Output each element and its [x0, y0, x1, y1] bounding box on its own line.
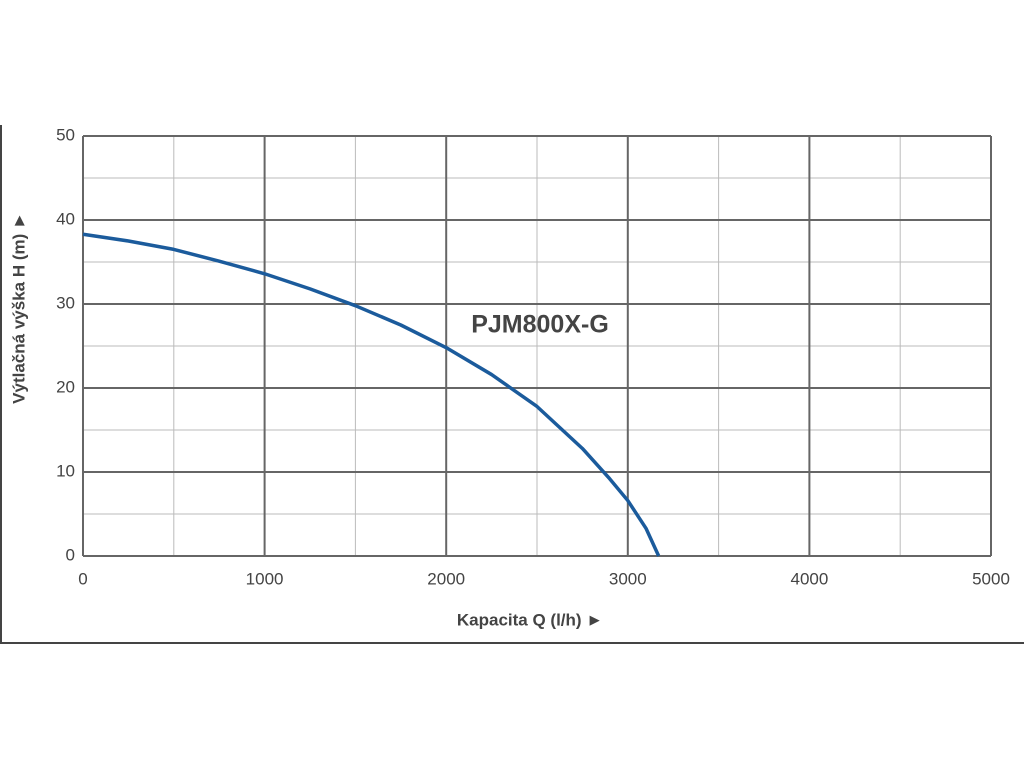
y-tick-label: 30 — [56, 293, 75, 312]
x-axis-label: Kapacita Q (l/h) ► — [457, 610, 603, 629]
annotation: PJM800X-G — [471, 311, 609, 339]
x-tick-label: 5000 — [972, 569, 1010, 588]
y-tick-label: 40 — [56, 209, 75, 228]
x-tick-label: 0 — [78, 569, 87, 588]
x-tick-label: 3000 — [609, 569, 647, 588]
y-tick-label: 20 — [56, 377, 75, 396]
y-tick-label: 50 — [56, 125, 75, 144]
x-tick-label: 1000 — [246, 569, 284, 588]
curve — [82, 232, 661, 557]
x-tick-label: 4000 — [790, 569, 828, 588]
x-tick-label: 2000 — [427, 569, 465, 588]
y-tick-label: 0 — [66, 545, 75, 564]
y-tick-label: 10 — [56, 461, 75, 480]
y-axis-label: Výtlačná výška H (m) ► — [9, 212, 28, 404]
